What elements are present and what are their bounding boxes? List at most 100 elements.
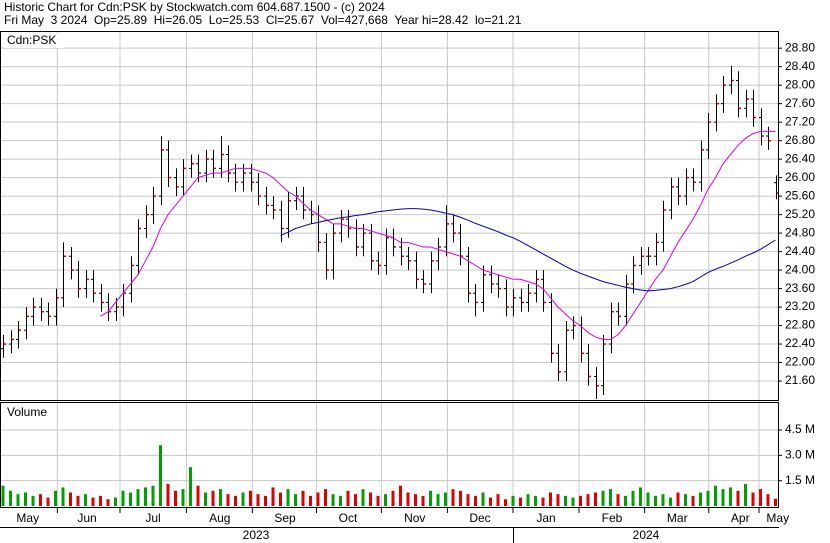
volume-bar — [684, 494, 687, 506]
y-tick-label: 22.80 — [785, 318, 815, 332]
chart-title: Historic Chart for Cdn:PSK by Stockwatch… — [4, 0, 385, 14]
y-tick-label: 3.0 M — [785, 448, 815, 462]
volume-bar — [519, 497, 522, 506]
volume-bar — [324, 489, 327, 506]
volume-bar — [616, 494, 620, 506]
volume-bar — [211, 490, 215, 506]
volume-bar — [564, 495, 567, 506]
y-tick-label: 24.80 — [785, 225, 815, 239]
volume-bar — [774, 498, 777, 506]
y-tick-label: 28.80 — [785, 40, 815, 54]
volume-bar — [391, 490, 395, 506]
x-tick-label: Mar — [667, 511, 688, 525]
x-tick-label: Feb — [602, 511, 623, 525]
y-tick-label: 27.20 — [785, 114, 815, 128]
x-tick-label: Dec — [469, 511, 490, 525]
x-tick-label: May — [16, 511, 39, 525]
volume-bar — [751, 492, 755, 506]
volume-bar — [249, 490, 252, 506]
chart-subtitle: Fri May 3 2024 Op=25.89 Hi=26.05 Lo=25.5… — [4, 13, 522, 27]
y-tick-label: 26.40 — [785, 151, 815, 165]
y-tick-label: 21.60 — [785, 373, 815, 387]
volume-bar — [541, 497, 545, 506]
volume-bar — [189, 467, 192, 506]
volume-bar — [31, 495, 35, 506]
volume-bar — [339, 495, 342, 506]
y-tick-label: 25.20 — [785, 207, 815, 221]
volume-bar — [39, 494, 42, 506]
x-tick-label: Sep — [274, 511, 296, 525]
y-tick-label: 4.5 M — [785, 422, 815, 436]
y-tick-label: 27.60 — [785, 96, 815, 110]
volume-bar — [301, 490, 305, 506]
y-tick-label: 24.00 — [785, 262, 815, 276]
volume-bar — [481, 492, 485, 506]
x-tick-label: Jan — [536, 511, 555, 525]
volume-bar — [166, 484, 170, 506]
volume-bar — [286, 489, 290, 506]
y-tick-label: 22.00 — [785, 355, 815, 369]
y-tick-label: 22.40 — [785, 336, 815, 350]
y-tick-label: 23.20 — [785, 299, 815, 313]
volume-bar — [76, 495, 80, 506]
volume-bar — [579, 495, 582, 506]
volume-bar — [256, 494, 260, 506]
volume-bar — [204, 492, 207, 506]
volume-bar — [736, 490, 740, 506]
volume-bar — [294, 494, 297, 506]
volume-bar — [421, 495, 425, 506]
volume-bar — [729, 487, 732, 506]
volume-bar — [174, 490, 177, 506]
volume-bar — [234, 495, 237, 506]
volume-bar — [534, 495, 537, 506]
moving-average — [280, 208, 776, 292]
x-tick-label: Jun — [77, 511, 96, 525]
volume-bar — [226, 494, 230, 506]
y-tick-label: 26.00 — [785, 170, 815, 184]
volume-bar — [69, 492, 72, 506]
volume-bar — [639, 487, 642, 506]
volume-bar — [1, 485, 5, 506]
volume-bar — [556, 494, 560, 506]
volume-bar — [766, 494, 770, 506]
volume-bar — [121, 490, 125, 506]
volume-bar — [361, 489, 365, 506]
volume-bar — [526, 494, 530, 506]
volume-bar — [91, 497, 95, 506]
volume-bar — [496, 494, 500, 506]
volume-bar — [144, 487, 147, 506]
volume-bar — [99, 495, 102, 506]
x-tick-label: Nov — [404, 511, 425, 525]
volume-bar — [309, 495, 312, 506]
volume-bar — [264, 495, 267, 506]
x-tick-label: Jul — [145, 511, 160, 525]
volume-bar — [744, 484, 747, 506]
volume-bar — [699, 492, 702, 506]
volume-bar — [459, 490, 462, 506]
volume-bar — [504, 499, 507, 506]
volume-bar — [661, 494, 665, 506]
volume-bar — [646, 492, 650, 506]
volume-bar — [399, 485, 402, 506]
volume-bar — [46, 497, 50, 506]
volume-bar — [354, 494, 357, 506]
y-tick-label: 28.40 — [785, 59, 815, 73]
volume-bar — [511, 495, 515, 506]
volume-bar — [631, 490, 635, 506]
volume-bar — [384, 494, 387, 506]
volume-bar — [151, 485, 155, 506]
volume-bar — [586, 494, 590, 506]
volume-bar — [609, 489, 612, 506]
volume-bar — [114, 497, 117, 506]
symbol-label-bg — [4, 34, 64, 48]
volume-bar — [571, 497, 575, 506]
volume-bar — [489, 497, 492, 506]
y-tick-label: 24.40 — [785, 244, 815, 258]
symbol-label: Cdn:PSK — [7, 33, 56, 47]
y-tick-label: 23.60 — [785, 281, 815, 295]
y-tick-label: 25.60 — [785, 188, 815, 202]
volume-bar — [271, 487, 275, 506]
volume-bar — [549, 492, 552, 506]
x-tick-label: Apr — [731, 511, 750, 525]
